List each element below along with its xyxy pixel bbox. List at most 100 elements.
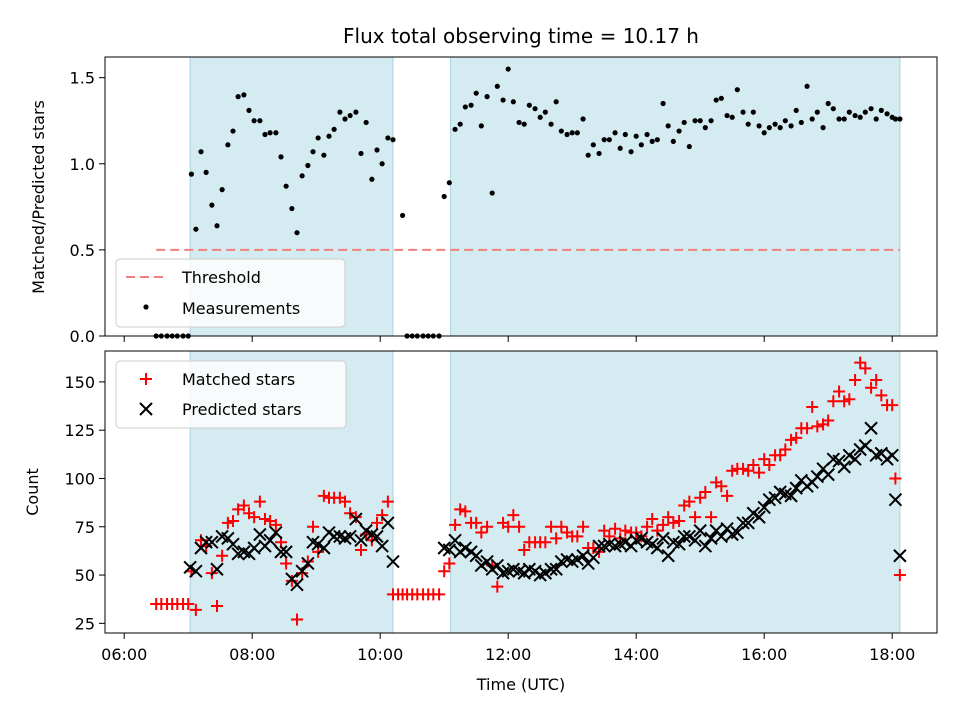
measurement-point: [873, 116, 879, 122]
measurement-point: [676, 128, 682, 134]
count-legend-box: [115, 360, 347, 429]
measurement-point: [193, 226, 199, 232]
x-tick-label: 14:00: [613, 645, 659, 664]
measurement-point: [510, 99, 516, 105]
matched-star-point: [381, 495, 394, 508]
matched-star-point: [651, 524, 664, 537]
measurement-point: [358, 150, 364, 157]
matched-star-point: [339, 495, 351, 508]
matched-star-point: [355, 543, 367, 556]
matched-star-point: [443, 557, 456, 570]
measurement-point: [262, 131, 268, 138]
matched-star-point: [699, 486, 712, 498]
measurement-point: [289, 205, 295, 212]
measurement-point: [489, 190, 495, 196]
matched-star-point: [646, 513, 659, 526]
predicted-star-point: [442, 543, 457, 557]
predicted-star-point: [370, 529, 384, 544]
measurement-point: [230, 128, 236, 134]
y-tick-label: 100: [64, 469, 95, 488]
predicted-star-point: [290, 578, 304, 592]
matched-star-point: [609, 522, 622, 535]
measurement-point: [846, 109, 852, 115]
matched-star-point: [763, 458, 776, 471]
predicted-star-point: [448, 533, 462, 547]
matched-star-point: [371, 516, 383, 529]
predicted-legend-label: Predicted stars: [182, 400, 302, 419]
observing-window-band: [450, 56, 901, 337]
measurement-point: [553, 99, 559, 105]
measurement-point: [580, 116, 586, 122]
measurement-point: [750, 109, 756, 115]
measurement-point: [331, 126, 337, 132]
measurement-point: [326, 133, 332, 139]
measurement-point: [278, 154, 284, 160]
predicted-star-point: [618, 535, 633, 549]
measurement-point: [852, 112, 858, 119]
predicted-star-point: [698, 539, 713, 553]
measurement-point: [321, 152, 327, 158]
matched-star-point: [376, 509, 389, 522]
predicted-star-point: [821, 467, 835, 482]
measurement-point: [267, 130, 273, 136]
measurement-point: [294, 230, 300, 236]
predicted-star-point: [682, 529, 697, 544]
matched-star-point: [449, 518, 462, 531]
measurement-point: [644, 131, 650, 138]
measurement-point: [590, 142, 596, 148]
predicted-star-points: [183, 421, 907, 592]
measurement-point: [617, 145, 623, 151]
measurement-point: [686, 143, 692, 150]
measurement-point: [273, 130, 279, 136]
measurement-point: [521, 121, 527, 127]
ratio-y-axis: 0.0 0.5 1.0 1.5: [70, 69, 105, 346]
count-y-axis: 25 50 75 100 125 150: [64, 373, 105, 633]
matched-star-point: [737, 462, 750, 475]
matched-star-point: [470, 516, 483, 529]
y-tick-label: 0.0: [70, 327, 95, 346]
measurement-point: [729, 114, 735, 120]
measurement-point: [857, 114, 863, 120]
predicted-star-point: [274, 545, 288, 559]
matched-star-point: [248, 511, 261, 524]
measurement-point: [500, 97, 506, 103]
matched-star-point: [641, 520, 654, 533]
predicted-star-point: [688, 533, 702, 547]
ratio-panel: 0.0 0.5 1.0 1.5 Matched/Predicted stars Thr…: [29, 56, 938, 346]
matched-star-point: [269, 518, 282, 531]
predicted-star-point: [474, 558, 489, 573]
predicted-star-point: [354, 533, 368, 547]
matched-star-point: [291, 613, 303, 626]
measurement-point: [665, 123, 671, 129]
predicted-star-point: [253, 527, 267, 542]
y-tick-label: 125: [64, 421, 95, 440]
measurement-point: [649, 138, 655, 144]
predicted-star-point: [301, 556, 315, 571]
x-tick-label: 12:00: [485, 645, 531, 664]
measurement-point: [235, 94, 241, 100]
measurement-point: [209, 202, 215, 208]
measurement-point: [214, 223, 220, 229]
matched-star-point: [550, 532, 563, 545]
measurement-point: [468, 102, 474, 108]
matched-star-point: [849, 373, 862, 386]
measurements-legend-marker: [143, 304, 149, 310]
predicted-star-point: [263, 533, 277, 547]
predicted-star-point: [247, 541, 261, 555]
matched-star-point: [317, 489, 330, 502]
matched-legend-label: Matched stars: [182, 370, 295, 389]
measurement-point: [379, 161, 385, 167]
measurement-point: [878, 107, 884, 113]
matched-star-point: [833, 385, 846, 398]
measurement-point: [257, 118, 263, 124]
measurement-point: [585, 152, 591, 158]
measurement-point: [601, 137, 607, 143]
measurement-point: [198, 149, 204, 155]
predicted-star-point: [279, 545, 293, 559]
matched-star-point: [475, 526, 488, 539]
measurement-point: [892, 116, 899, 122]
y-tick-label: 75: [75, 518, 95, 537]
matched-star-point: [211, 599, 223, 612]
matched-star-point: [667, 516, 680, 529]
matched-star-point: [859, 362, 872, 375]
